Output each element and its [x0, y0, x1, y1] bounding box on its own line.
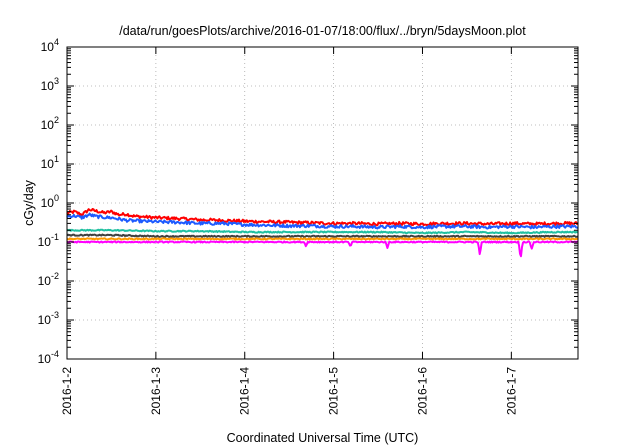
axis-ticks: 10-4 10-3 10-2 10-1 100 101 102 103 104 2016-1-2 2… — [38, 37, 578, 415]
series-line — [66, 208, 579, 227]
x-tick-label: 2016-1-4 — [238, 367, 252, 415]
y-tick-label: 10-3 — [38, 310, 59, 327]
grid-lines — [66, 46, 578, 360]
series-line — [66, 240, 579, 258]
series-line — [66, 212, 578, 230]
x-tick-label: 2016-1-3 — [149, 367, 163, 415]
x-tick-label: 2016-1-5 — [327, 367, 341, 415]
y-tick-label: 103 — [41, 76, 59, 93]
x-tick-label: 2016-1-7 — [504, 367, 518, 415]
x-axis-label: Coordinated Universal Time (UTC) — [227, 431, 419, 445]
x-tick-label: 2016-1-2 — [60, 367, 74, 415]
series-line — [66, 237, 578, 241]
y-tick-label: 104 — [41, 37, 59, 54]
chart-title: /data/run/goesPlots/archive/2016-01-07/1… — [119, 24, 526, 38]
series-layer — [66, 208, 579, 258]
series-line — [66, 228, 579, 235]
y-tick-label: 101 — [41, 154, 59, 171]
x-tick-label: 2016-1-6 — [415, 367, 429, 415]
y-axis-label: cGy/day — [22, 179, 36, 226]
y-tick-label: 102 — [41, 115, 59, 132]
y-tick-label: 10-1 — [38, 232, 59, 249]
y-tick-label: 10-4 — [38, 349, 59, 366]
y-tick-label: 10-2 — [38, 271, 59, 288]
series-line — [66, 233, 579, 238]
y-tick-label: 100 — [41, 193, 59, 210]
